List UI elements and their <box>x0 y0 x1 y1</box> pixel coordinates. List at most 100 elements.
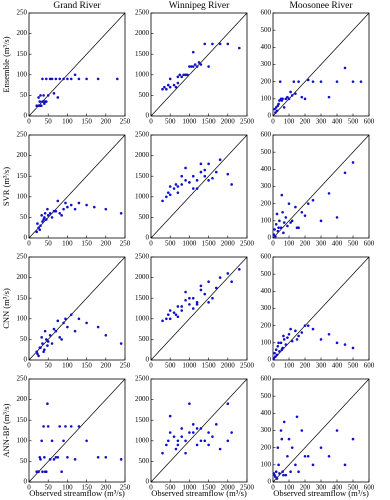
x-tick-label: 100 <box>284 118 295 126</box>
y-tick-label: 100 <box>261 216 272 224</box>
point <box>199 288 203 292</box>
x-axis-label: Observed streamflow (m³/s) <box>273 488 369 498</box>
point <box>277 102 280 106</box>
y-tick-label: 200 <box>17 273 28 281</box>
point <box>359 80 363 83</box>
y-tick-label: 0 <box>268 478 272 486</box>
point <box>203 42 207 46</box>
point <box>203 439 207 443</box>
point <box>188 303 191 306</box>
y-tick-label: 250 <box>17 9 28 17</box>
point <box>303 324 307 327</box>
y-tick-label: 200 <box>17 29 28 37</box>
point <box>58 77 62 81</box>
point <box>343 343 347 346</box>
point <box>274 348 278 352</box>
plot-frame <box>28 256 126 361</box>
point <box>119 458 123 461</box>
point <box>184 439 187 443</box>
x-tick-label: 0 <box>149 484 153 492</box>
x-tick-label: 2500 <box>240 362 255 370</box>
y-tick-label: 500 <box>261 26 272 34</box>
point <box>54 209 58 213</box>
point <box>207 301 210 304</box>
y-tick-label: 1500 <box>135 172 150 180</box>
point <box>43 102 46 105</box>
x-tick-label: 150 <box>81 118 92 126</box>
point <box>35 104 38 107</box>
y-tick-label: 100 <box>17 314 28 322</box>
point <box>42 218 45 221</box>
point <box>306 78 310 82</box>
point <box>203 292 207 296</box>
point <box>238 46 241 50</box>
point <box>287 437 291 441</box>
point <box>197 61 201 64</box>
x-tick-label: 200 <box>101 484 112 492</box>
point <box>54 77 58 81</box>
column-title: Winnipeg River <box>169 1 230 11</box>
point <box>62 321 65 325</box>
point <box>282 338 286 341</box>
x-tick-label: 50 <box>45 362 53 370</box>
point <box>306 324 310 327</box>
point <box>214 286 218 290</box>
point <box>161 319 164 323</box>
plot-frame <box>28 12 126 117</box>
point <box>303 454 307 458</box>
point <box>300 210 304 214</box>
y-tick-label: 500 <box>139 91 150 99</box>
point <box>274 234 277 238</box>
x-tick-label: 100 <box>62 484 73 492</box>
point <box>43 329 47 333</box>
point <box>274 111 277 114</box>
point <box>42 350 45 354</box>
point <box>62 439 65 443</box>
point <box>289 90 292 94</box>
point <box>327 454 331 458</box>
point <box>289 470 292 474</box>
point <box>284 343 288 346</box>
point <box>174 85 178 89</box>
x-tick-label: 200 <box>101 240 112 248</box>
point <box>40 439 43 443</box>
point <box>218 276 222 279</box>
point <box>207 280 210 284</box>
point <box>180 427 184 430</box>
x-tick-label: 100 <box>62 118 73 126</box>
point <box>282 420 286 424</box>
point <box>36 470 39 474</box>
x-tick-label: 0 <box>27 484 31 492</box>
point <box>54 455 58 459</box>
point <box>176 305 180 308</box>
point <box>176 191 180 194</box>
point <box>39 458 42 461</box>
y-tick-label: 0 <box>24 356 28 364</box>
x-tick-label: 150 <box>81 484 92 492</box>
point <box>174 447 178 451</box>
point <box>207 179 210 182</box>
y-tick-label: 400 <box>261 409 272 417</box>
point <box>50 77 54 81</box>
point <box>327 332 331 336</box>
point <box>297 470 300 474</box>
point <box>168 85 172 89</box>
x-tick-label: 600 <box>364 240 375 248</box>
x-tick-label: 400 <box>332 240 343 248</box>
x-tick-label: 300 <box>316 484 327 492</box>
point <box>274 355 277 358</box>
point <box>286 224 289 228</box>
x-tick-label: 250 <box>120 484 131 492</box>
y-axis-label: Ensemble (m³/s) <box>1 36 11 92</box>
point <box>343 463 347 467</box>
point <box>168 185 172 188</box>
point <box>195 179 199 182</box>
y-tick-label: 0 <box>146 356 150 364</box>
x-tick-label: 250 <box>120 362 131 370</box>
y-tick-label: 600 <box>261 9 272 17</box>
point <box>203 174 207 178</box>
x-tick-label: 500 <box>165 118 176 126</box>
one-to-one-line <box>272 12 370 117</box>
point <box>294 463 297 467</box>
point <box>39 224 42 227</box>
